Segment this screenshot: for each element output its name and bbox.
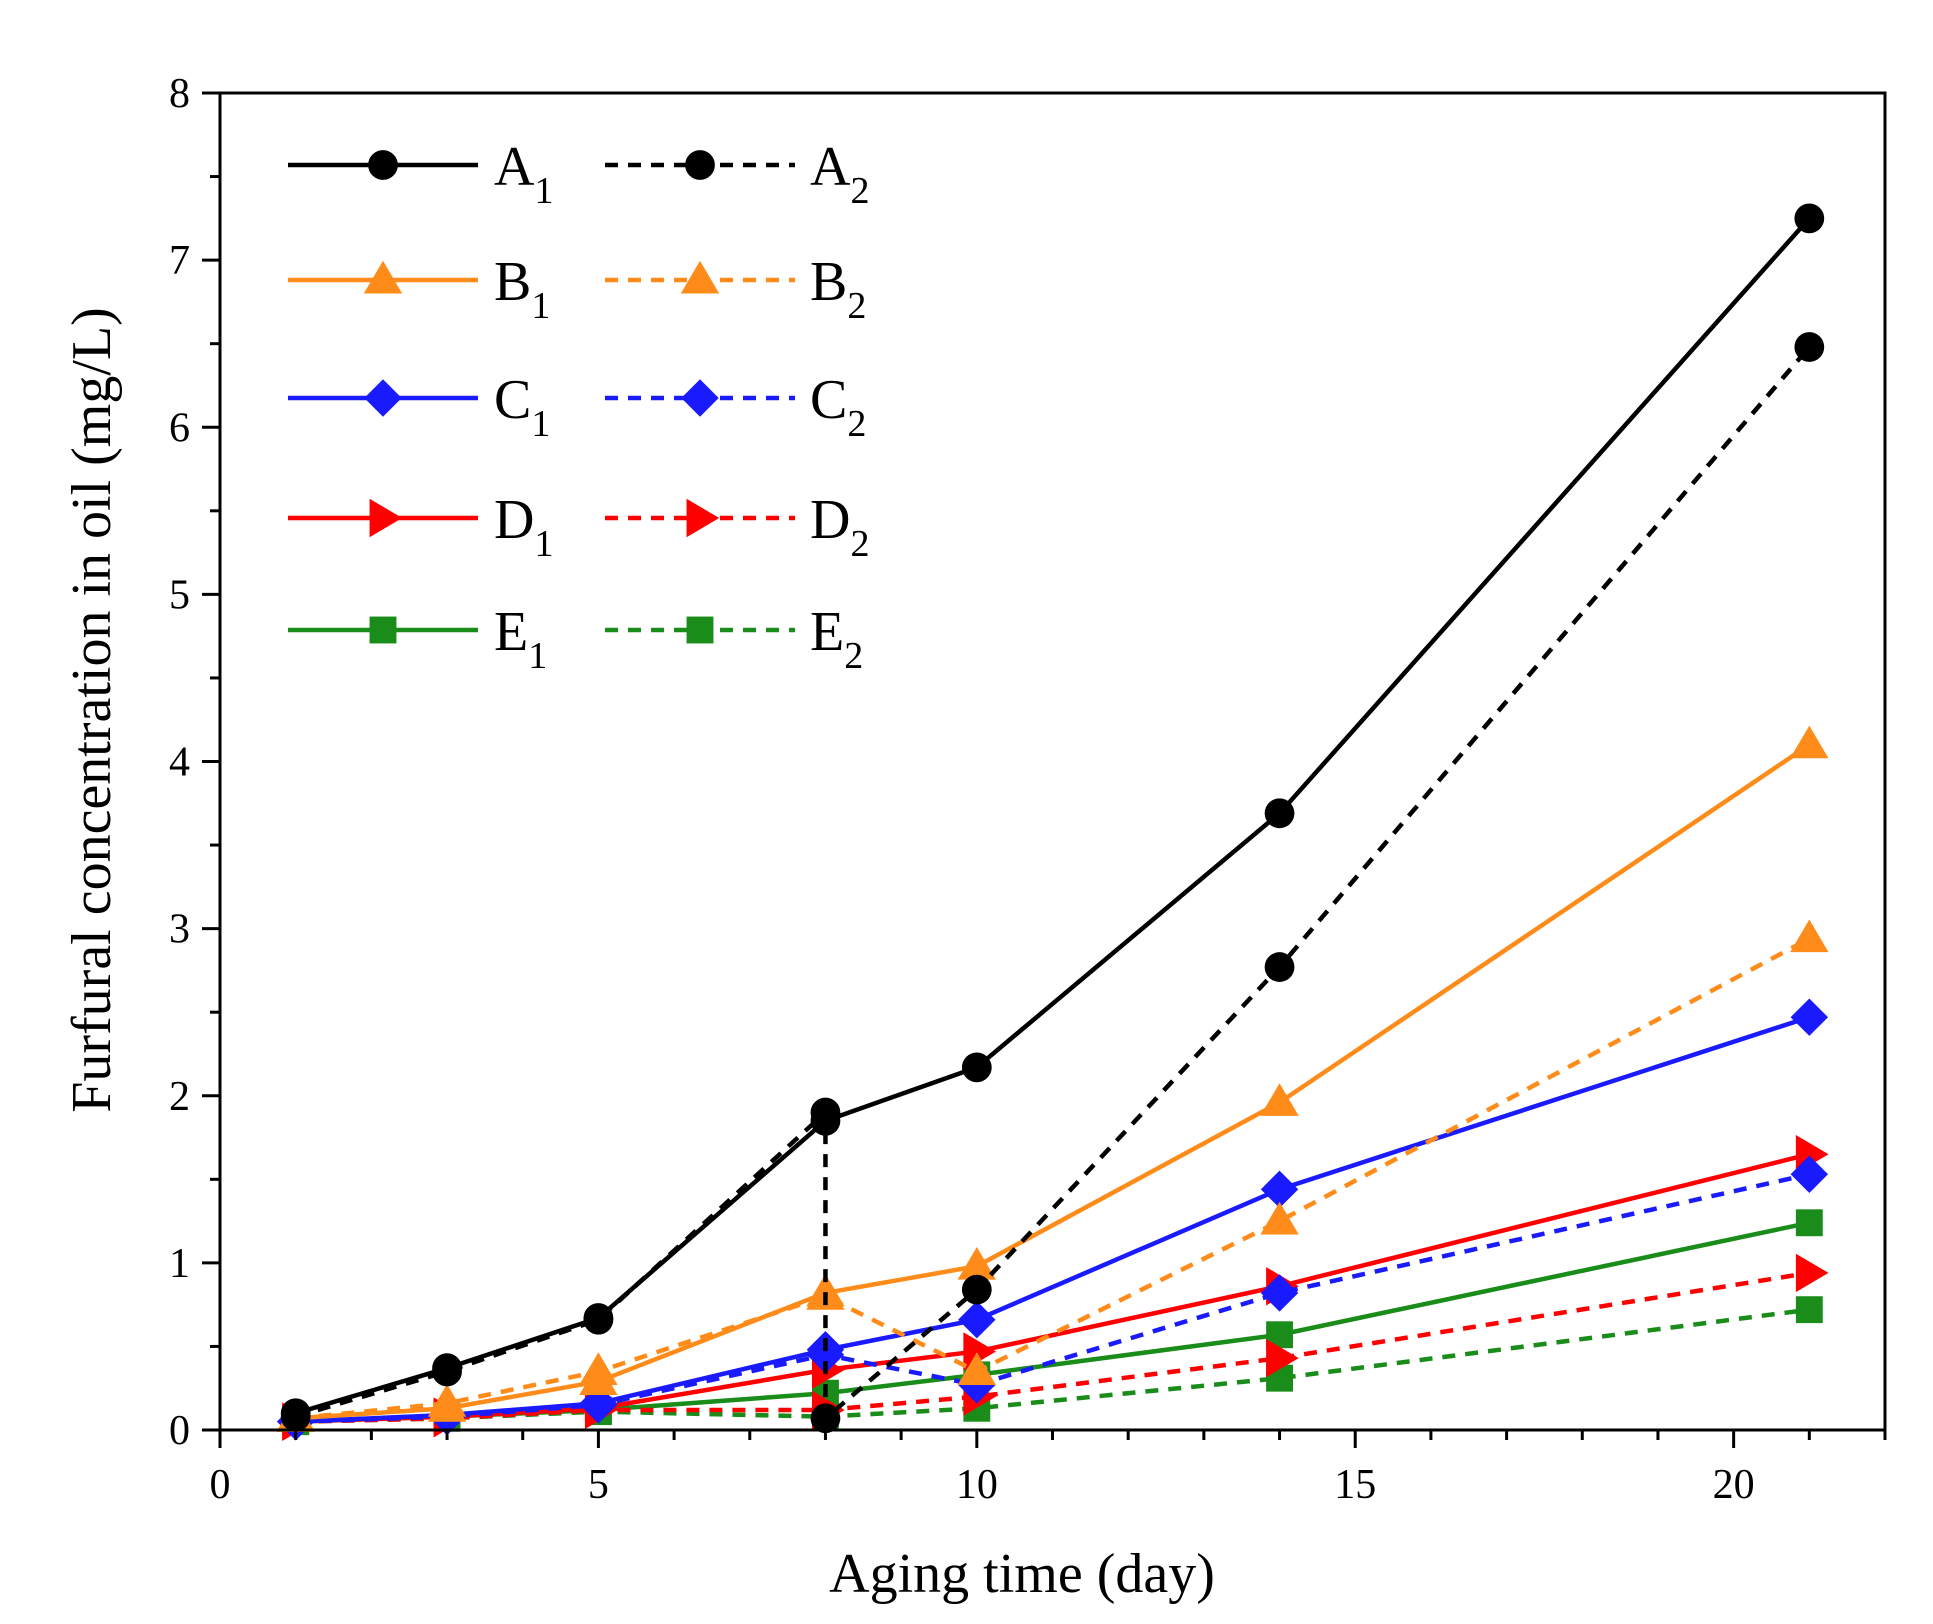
legend-entry-D2: D2 xyxy=(605,489,869,565)
legend-marker xyxy=(368,150,398,180)
data-point-C1 xyxy=(1260,1170,1299,1209)
data-point-A1 xyxy=(583,1303,614,1333)
data-point-C1 xyxy=(1790,998,1829,1036)
series-B2 xyxy=(276,919,1829,1432)
legend-subscript: 1 xyxy=(534,523,553,565)
data-point-D1 xyxy=(963,1332,997,1371)
x-tick-label: 5 xyxy=(588,1462,609,1508)
x-tick-label: 0 xyxy=(210,1462,231,1508)
legend-label: E2 xyxy=(810,601,863,677)
x-tick-label: 10 xyxy=(956,1462,998,1508)
data-point-A1 xyxy=(810,1105,841,1136)
legend-marker xyxy=(363,260,403,294)
legend-subscript: 1 xyxy=(534,170,553,212)
legend: A1 A2 B1 B2 C1 C2 D1 D2 E1 E2 xyxy=(288,136,869,677)
y-tick-label: 7 xyxy=(169,238,190,284)
legend-marker xyxy=(369,498,403,538)
legend-entry-A2: A2 xyxy=(605,136,869,212)
y-axis-title: Furfural concentration in oil (mg/L) xyxy=(61,307,123,1113)
legend-marker xyxy=(686,616,714,644)
legend-subscript: 2 xyxy=(850,523,869,565)
legend-marker xyxy=(681,379,719,417)
data-point-B2 xyxy=(957,1352,997,1385)
y-tick-label: 6 xyxy=(169,405,190,451)
data-point-B1 xyxy=(1260,1083,1299,1116)
legend-marker xyxy=(686,498,720,538)
data-point-D2 xyxy=(1266,1338,1299,1378)
legend-label: D2 xyxy=(810,489,869,565)
legend-marker xyxy=(364,379,402,417)
data-point-C1 xyxy=(958,1300,996,1339)
data-point-B1 xyxy=(957,1247,997,1280)
legend-label: A1 xyxy=(494,136,553,212)
data-point-C2 xyxy=(1260,1274,1299,1312)
legend-marker xyxy=(369,616,397,644)
legend-label: E1 xyxy=(494,601,547,677)
plot-frame xyxy=(218,91,1887,1432)
y-tick-label: 2 xyxy=(169,1074,190,1120)
data-point-B1 xyxy=(806,1273,845,1307)
legend-label: A2 xyxy=(810,136,869,212)
x-tick-label: 15 xyxy=(1334,1462,1376,1508)
series-line-A2 xyxy=(295,345,1812,1421)
legend-entry-B2: B2 xyxy=(605,251,866,327)
marks-layer xyxy=(276,203,1829,1441)
series-E1 xyxy=(282,1209,1823,1436)
legend-subscript: 1 xyxy=(531,285,550,327)
y-tick-label: 5 xyxy=(169,572,190,618)
legend-label: B1 xyxy=(494,251,550,327)
legend-subscript: 2 xyxy=(847,403,866,445)
legend-entry-E1: E1 xyxy=(288,601,547,677)
axes-layer: 0 5 10 15 20 0 1 2 3 4 5 6 7 8 xyxy=(169,71,1887,1508)
data-point-A2 xyxy=(1264,952,1295,982)
data-point-A2 xyxy=(810,1403,841,1434)
data-point-A2 xyxy=(961,1274,992,1305)
legend-label: C2 xyxy=(810,369,866,445)
legend-label: B2 xyxy=(810,251,866,327)
data-point-B1 xyxy=(427,1389,467,1422)
data-point-C2 xyxy=(1790,1155,1829,1194)
y-tick-label: 8 xyxy=(169,71,190,117)
legend-entry-B1: B1 xyxy=(288,251,550,327)
legend-entry-E2: E2 xyxy=(605,601,863,677)
legend-entry-C2: C2 xyxy=(605,369,866,445)
x-tick-label: 20 xyxy=(1713,1462,1755,1508)
series-line-B1 xyxy=(295,742,1811,1421)
legend-label: D1 xyxy=(494,489,553,565)
data-point-B1 xyxy=(1790,725,1829,759)
legend-subscript: 1 xyxy=(531,403,550,445)
series-A1 xyxy=(280,203,1825,1429)
legend-entry-C1: C1 xyxy=(288,369,550,445)
data-point-B2 xyxy=(1790,919,1829,953)
legend-subscript: 1 xyxy=(528,635,547,677)
data-point-E1 xyxy=(1795,1209,1823,1237)
y-tick-label: 1 xyxy=(169,1241,190,1287)
legend-subscript: 2 xyxy=(844,635,863,677)
series-B1 xyxy=(276,725,1829,1432)
series-C1 xyxy=(276,998,1829,1441)
legend-entry-D1: D1 xyxy=(288,489,553,565)
data-point-D2 xyxy=(1795,1253,1829,1293)
data-point-A1 xyxy=(1794,203,1825,234)
y-tick-label: 3 xyxy=(169,907,190,953)
data-point-B1 xyxy=(579,1362,618,1395)
data-point-B2 xyxy=(1260,1201,1299,1235)
data-point-A1 xyxy=(961,1052,992,1083)
data-point-A2 xyxy=(1794,332,1825,362)
data-point-A1 xyxy=(432,1353,462,1384)
y-tick-label: 0 xyxy=(169,1408,190,1454)
data-point-A1 xyxy=(280,1398,311,1429)
legend-label: C1 xyxy=(494,369,550,445)
data-point-A1 xyxy=(1264,798,1295,829)
data-point-E2 xyxy=(1795,1296,1823,1324)
legend-marker xyxy=(680,260,720,294)
x-axis-title: Aging time (day) xyxy=(829,1543,1215,1605)
legend-entry-A1: A1 xyxy=(288,136,553,212)
series-line-E1 xyxy=(295,1220,1810,1424)
legend-marker xyxy=(685,150,715,180)
legend-subscript: 2 xyxy=(847,285,866,327)
legend-subscript: 2 xyxy=(850,170,869,212)
y-tick-label: 4 xyxy=(169,740,190,786)
